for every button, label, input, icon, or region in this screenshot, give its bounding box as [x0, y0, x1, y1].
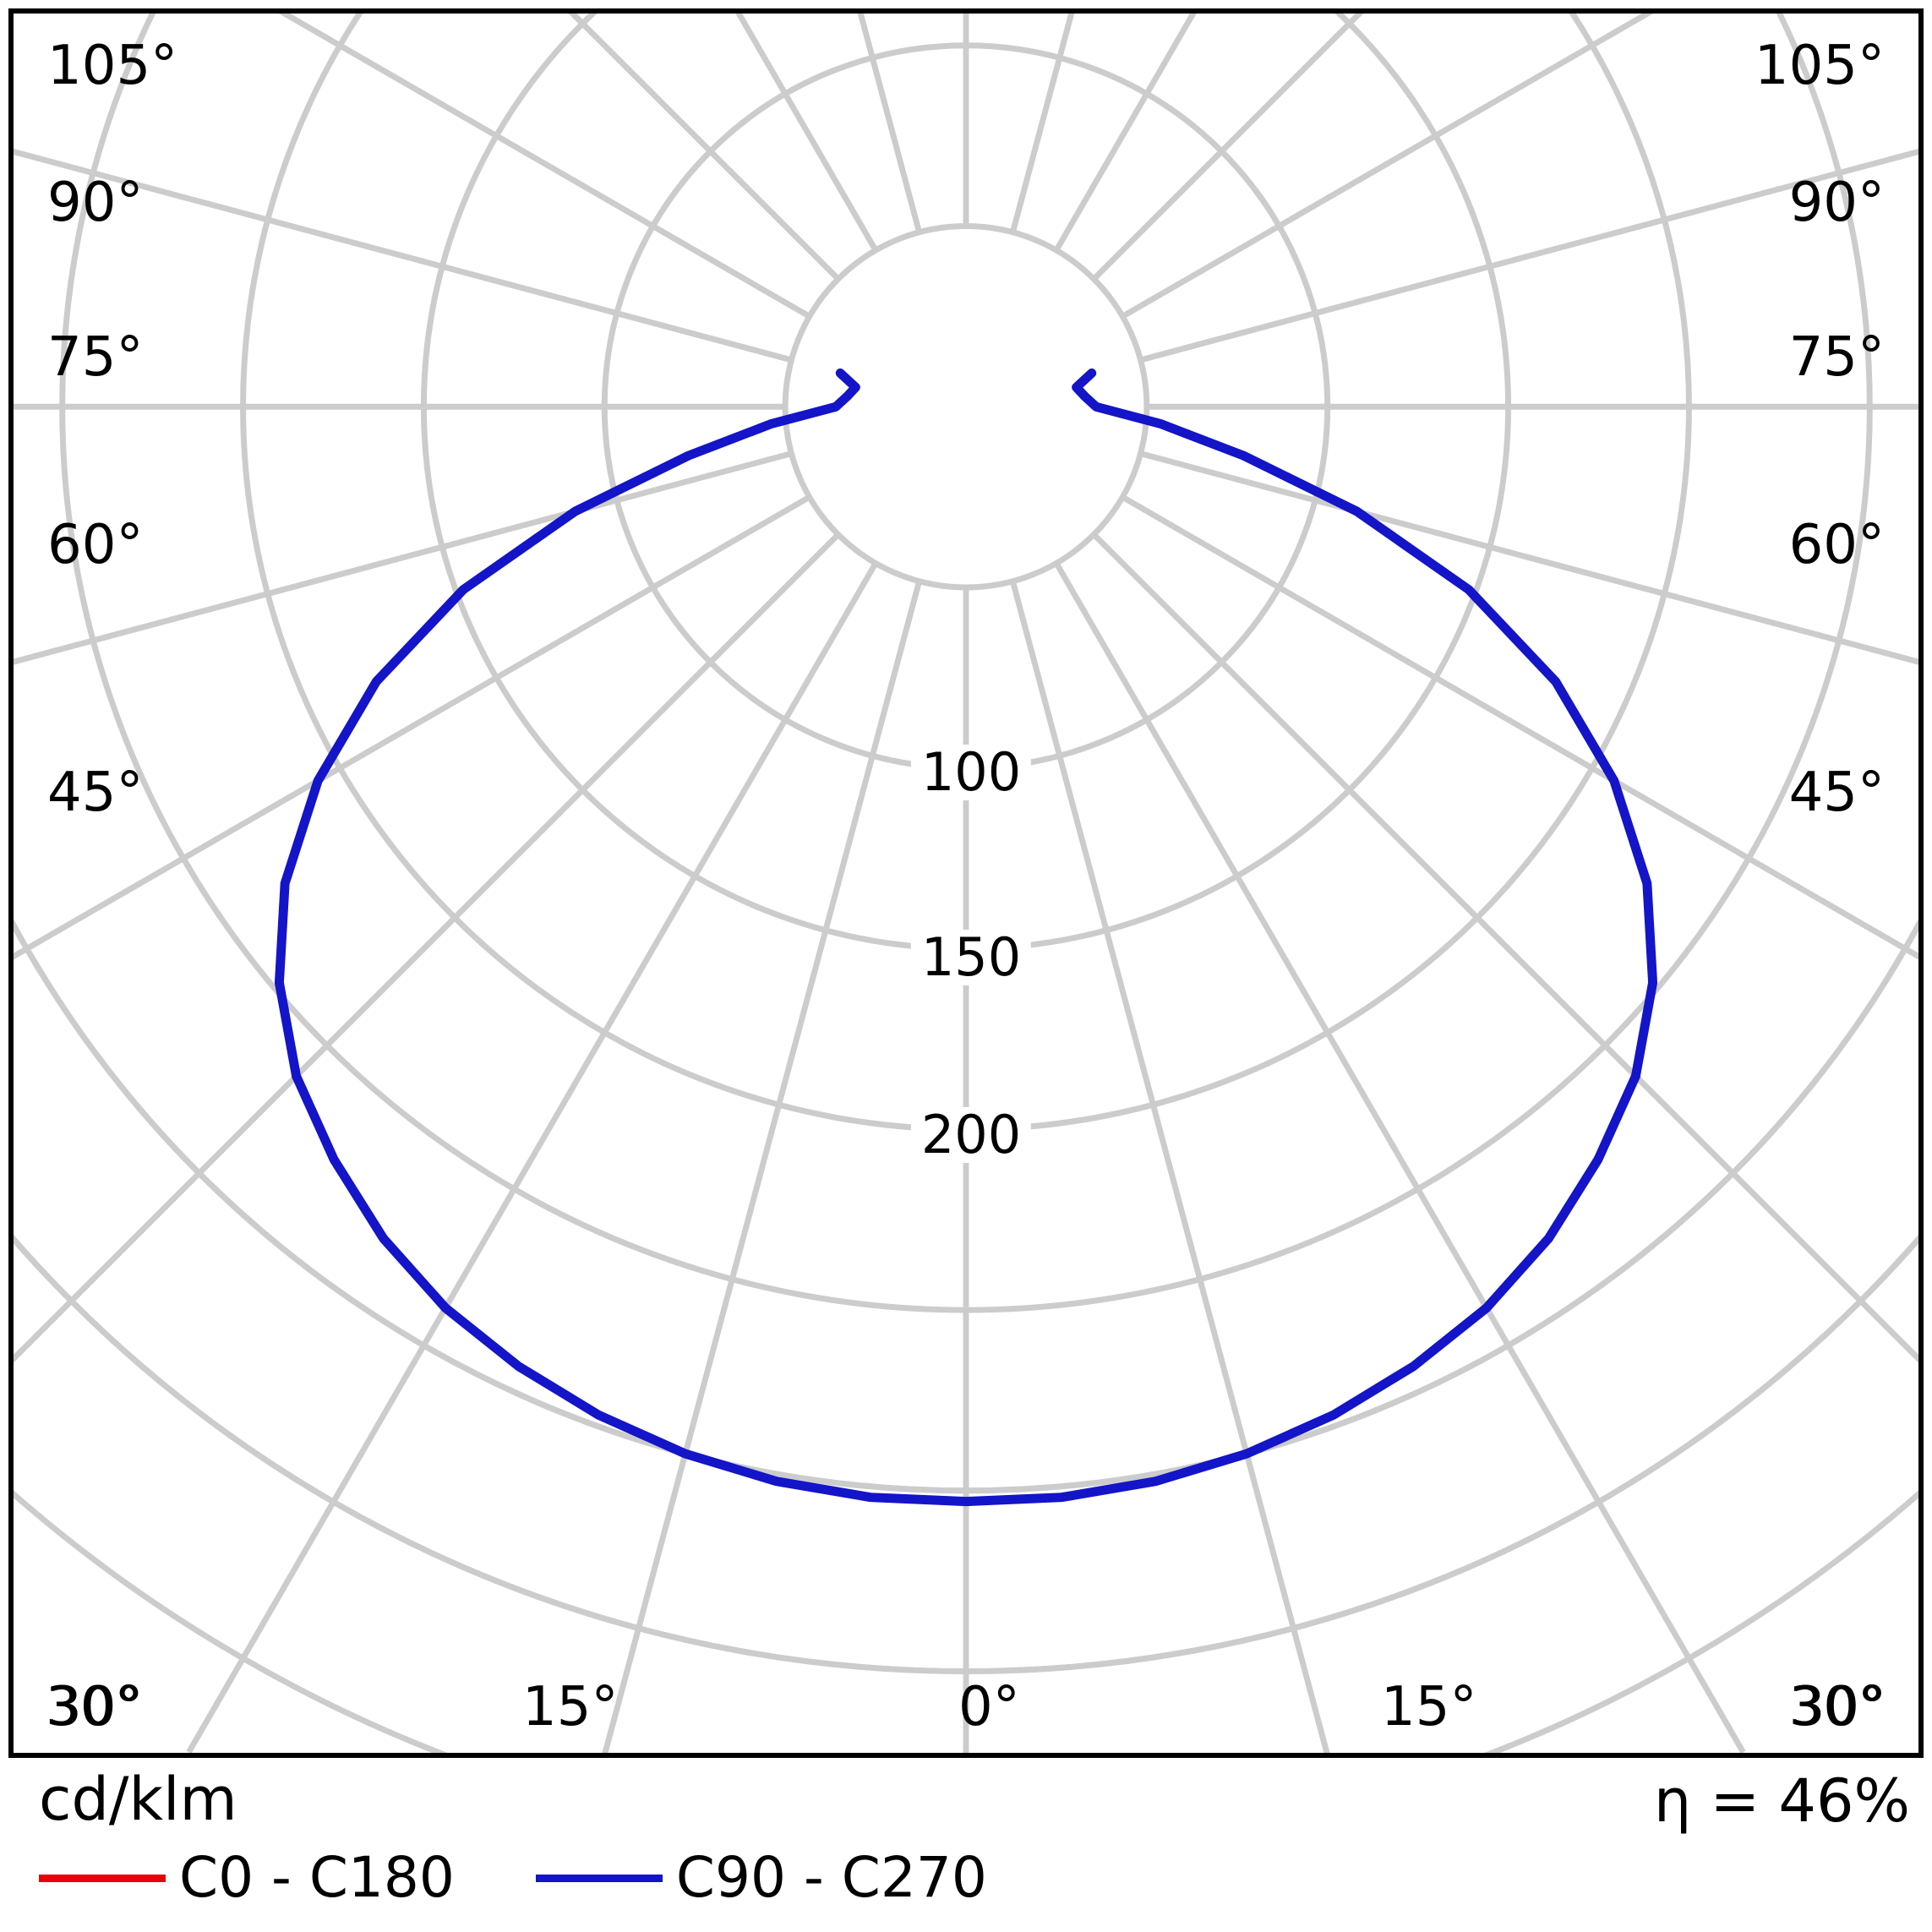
- radial-label-100: 100: [910, 745, 1032, 800]
- angle-label-right-60: 60°: [1788, 514, 1885, 576]
- efficiency-label: η = 46%: [1653, 1766, 1910, 1836]
- polar-grid-and-curves: [14, 14, 1918, 1753]
- unit-label: cd/klm: [39, 1765, 237, 1834]
- legend-item-c90-c270[interactable]: C90 - C270: [535, 1845, 987, 1910]
- angle-label-right-105: 105°: [1754, 35, 1885, 97]
- angle-label-bottom-30-right: 30°: [1790, 1676, 1886, 1738]
- angle-label-left-45: 45°: [47, 761, 144, 824]
- legend-swatch-c90-c270: [535, 1874, 663, 1882]
- angle-label-right-45: 45°: [1788, 761, 1885, 824]
- legend-item-c0-c180[interactable]: C0 - C180: [39, 1850, 455, 1906]
- legend-label-c90-c270: C90 - C270: [675, 1845, 987, 1910]
- angle-label-bottom-15-right: 15°: [1381, 1676, 1477, 1738]
- angle-label-right-30: 30°: [1788, 1676, 1885, 1738]
- angle-label-bottom-0: 0°: [958, 1676, 1020, 1738]
- angle-label-right-90: 90°: [1788, 172, 1885, 234]
- angle-label-bottom-15-left: 15°: [522, 1676, 619, 1738]
- angle-label-left-60: 60°: [47, 514, 144, 576]
- angle-label-right-75: 75°: [1788, 326, 1885, 389]
- angle-label-left-90: 90°: [47, 172, 144, 234]
- angle-label-left-75: 75°: [47, 326, 144, 389]
- radial-label-200: 200: [910, 1107, 1032, 1163]
- chart-legend: C0 - C180 C90 - C270: [39, 1844, 1068, 1912]
- chart-footer: cd/klm η = 46% C0 - C180 C90 - C270: [8, 1766, 1924, 1924]
- radial-label-150: 150: [910, 930, 1032, 985]
- polar-plot-frame: 105° 90° 75° 60° 45° 30° 105° 90° 75° 60…: [8, 8, 1924, 1758]
- angle-label-left-105: 105°: [47, 35, 178, 97]
- legend-label-c0-c180: C0 - C180: [179, 1845, 455, 1910]
- legend-swatch-c0-c180: [39, 1874, 166, 1882]
- angle-label-left-30: 30°: [47, 1676, 144, 1738]
- angle-label-bottom-30-left: 30°: [46, 1676, 142, 1738]
